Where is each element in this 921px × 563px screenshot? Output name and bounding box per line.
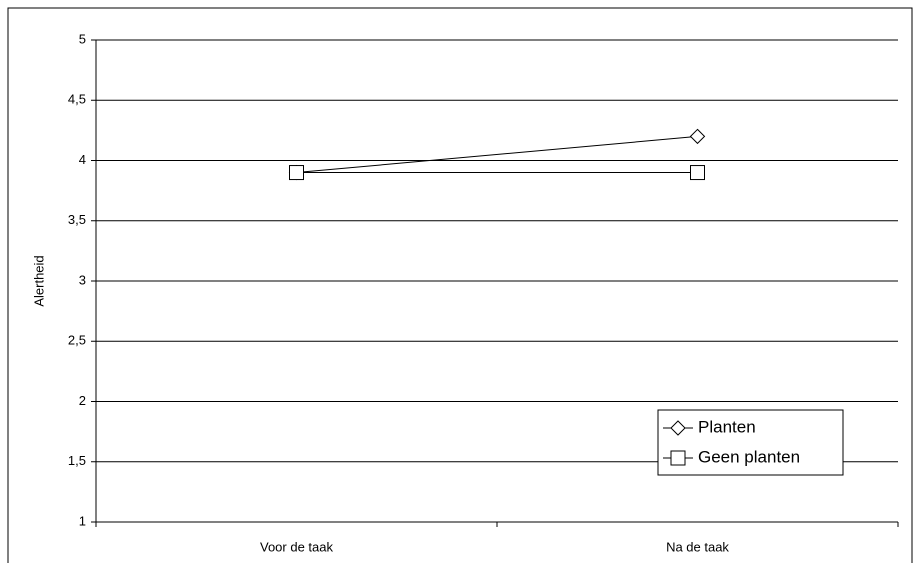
y-tick-label: 4,5 [68,92,86,107]
chart-frame [7,7,913,563]
y-axis-label: Alertheid [31,255,46,306]
legend: Planten Geen planten [657,409,844,476]
y-tick-label: 1 [79,513,86,528]
marker [690,165,705,181]
marker [289,165,304,181]
marker [689,128,706,145]
legend-marker [670,450,686,466]
y-tick-label: 3,5 [68,212,86,227]
legend-label: Planten [698,417,756,436]
series-line [296,135,698,174]
x-tick-label: Voor de taak [260,539,333,554]
legend-box [657,409,844,476]
y-tick-label: 2,5 [68,333,86,348]
x-tick-label: Na de taak [666,539,729,554]
legend-marker [670,420,686,436]
y-tick-label: 4 [79,152,86,167]
y-tick-label: 5 [79,31,86,46]
legend-label: Geen planten [698,447,800,466]
y-tick-label: 3 [79,272,86,287]
y-tick-label: 1,5 [68,453,86,468]
y-tick-label: 2 [79,393,86,408]
